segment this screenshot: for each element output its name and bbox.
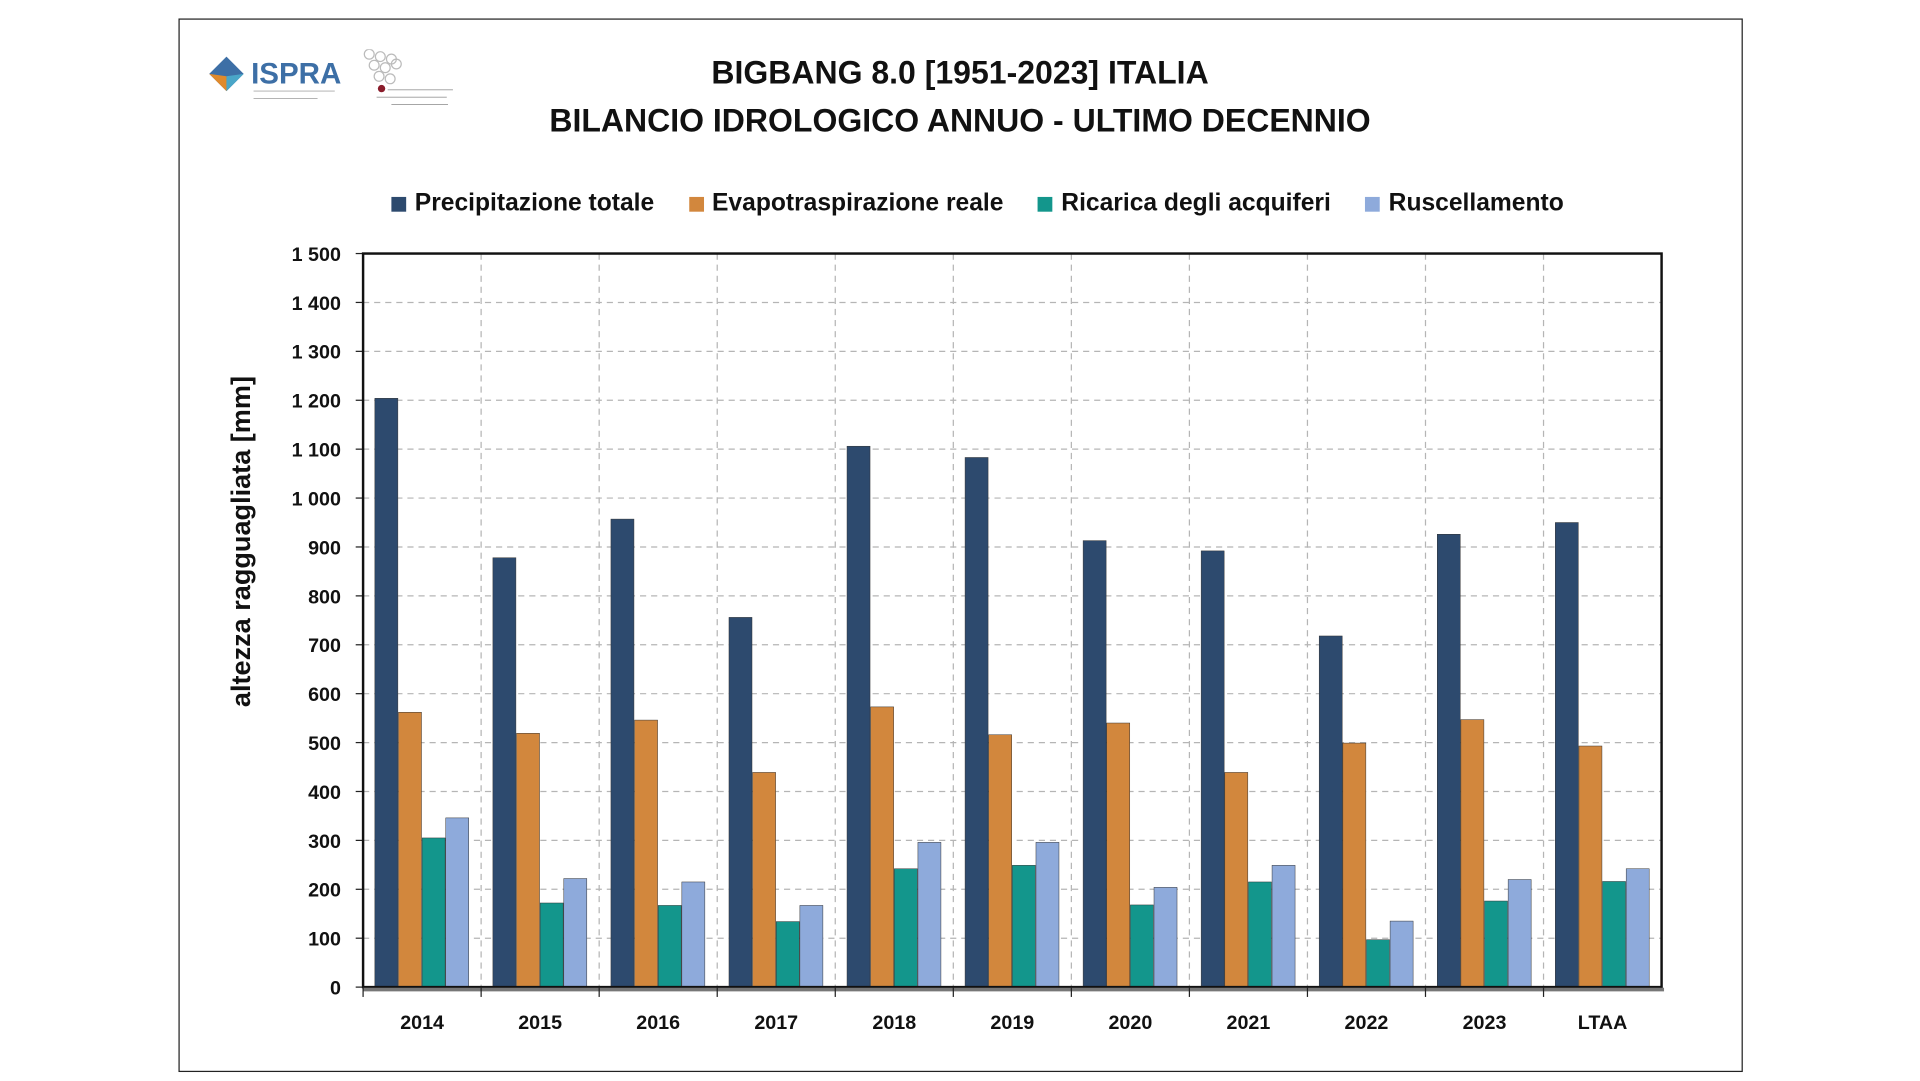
- y-tick-label: 400: [308, 782, 341, 804]
- bar-evapotraspirazione-reale: [398, 712, 422, 988]
- x-tick-label: 2021: [1227, 1012, 1271, 1034]
- x-tick-label: 2017: [754, 1012, 798, 1034]
- x-tick-label: 2022: [1345, 1012, 1389, 1034]
- legend-label: Precipitazione totale: [414, 189, 655, 217]
- bar-ruscellamento: [681, 881, 706, 988]
- x-tick-label: 2020: [1108, 1012, 1152, 1034]
- ispra-logo-text: ISPRA: [251, 58, 341, 91]
- x-tick-label: 2015: [518, 1012, 562, 1034]
- bar-precipitazione-totale: [1555, 522, 1579, 988]
- y-tick-label: 800: [308, 586, 341, 608]
- legend-item: Precipitazione totale: [391, 190, 654, 218]
- bar-precipitazione-totale: [964, 457, 989, 988]
- x-tick-label: 2014: [400, 1012, 444, 1034]
- legend-swatch: [1365, 196, 1381, 212]
- legend-item: Evapotraspirazione reale: [688, 189, 1004, 218]
- bar-evapotraspirazione-reale: [1460, 719, 1485, 988]
- bar-precipitazione-totale: [374, 398, 399, 988]
- y-tick-label: 1 200: [292, 391, 341, 413]
- plot-border: [361, 252, 1663, 989]
- y-tick-label: 900: [308, 537, 341, 559]
- chart-title-line2: BILANCIO IDROLOGICO ANNUO - ULTIMO DECEN…: [549, 102, 1371, 140]
- ispra-logo-icon: ISPRA: [209, 48, 453, 106]
- y-tick-label: 300: [308, 831, 341, 853]
- y-tick-label: 0: [330, 977, 341, 999]
- legend-swatch: [391, 196, 407, 212]
- y-tick-label: 700: [308, 635, 341, 657]
- bar-evapotraspirazione-reale: [1106, 722, 1131, 988]
- bar-evapotraspirazione-reale: [634, 719, 658, 988]
- bar-evapotraspirazione-reale: [752, 772, 776, 988]
- bar-precipitazione-totale: [610, 518, 635, 988]
- y-tick-label: 1 500: [292, 244, 341, 266]
- bar-precipitazione-totale: [1437, 534, 1461, 988]
- bar-evapotraspirazione-reale: [1342, 742, 1367, 988]
- bar-ricarica-degli-acquiferi: [657, 905, 682, 988]
- bar-precipitazione-totale: [1318, 635, 1343, 988]
- y-tick-label: 1 400: [292, 293, 341, 315]
- bar-ricarica-degli-acquiferi: [1130, 904, 1154, 988]
- bar-ricarica-degli-acquiferi: [1602, 881, 1626, 988]
- y-tick-label: 1 100: [292, 440, 341, 462]
- x-tick-label: 2018: [872, 1012, 916, 1034]
- y-tick-label: 200: [308, 880, 341, 902]
- bar-ricarica-degli-acquiferi: [894, 868, 918, 988]
- y-tick-label: 600: [308, 684, 341, 706]
- ispra-logo: ISPRA: [207, 48, 465, 119]
- y-tick-label: 500: [308, 733, 341, 755]
- bar-evapotraspirazione-reale: [988, 734, 1012, 988]
- bar-ricarica-degli-acquiferi: [1366, 939, 1390, 988]
- bar-ruscellamento: [1507, 879, 1532, 988]
- legend-label: Ricarica degli acquiferi: [1061, 189, 1331, 217]
- legend-swatch: [1037, 196, 1053, 212]
- bar-precipitazione-totale: [492, 557, 517, 988]
- legend-label: Ruscellamento: [1388, 189, 1564, 217]
- y-tick-label: 1 000: [292, 488, 341, 510]
- x-tick-label: 2016: [636, 1012, 680, 1034]
- bar-ricarica-degli-acquiferi: [775, 921, 800, 988]
- bar-evapotraspirazione-reale: [870, 706, 894, 988]
- legend-item: Ricarica degli acquiferi: [1037, 189, 1331, 218]
- bar-ruscellamento: [1625, 868, 1650, 988]
- y-tick-label: 1 300: [292, 342, 341, 364]
- x-tick-label: 2019: [990, 1012, 1034, 1034]
- y-tick-label: 100: [308, 929, 341, 951]
- bar-ricarica-degli-acquiferi: [1248, 881, 1272, 988]
- bar-ruscellamento: [1271, 865, 1296, 988]
- x-tick-label: LTAA: [1578, 1012, 1628, 1034]
- bar-ruscellamento: [563, 878, 588, 988]
- bar-ricarica-degli-acquiferi: [1012, 865, 1036, 988]
- bar-precipitazione-totale: [846, 445, 871, 988]
- chart-title-line1: BIGBANG 8.0 [1951-2023] ITALIA: [711, 54, 1209, 92]
- legend-swatch: [688, 196, 704, 212]
- bar-ruscellamento: [1153, 887, 1178, 988]
- bar-evapotraspirazione-reale: [1224, 772, 1249, 988]
- bar-ruscellamento: [917, 842, 942, 988]
- x-tick-label: 2023: [1463, 1012, 1507, 1034]
- bar-evapotraspirazione-reale: [516, 733, 540, 988]
- bar-ricarica-degli-acquiferi: [539, 902, 564, 988]
- legend-label: Evapotraspirazione reale: [712, 189, 1004, 217]
- bar-ruscellamento: [799, 905, 824, 988]
- legend: Precipitazione totale Evapotraspirazione…: [391, 189, 1564, 218]
- bar-ricarica-degli-acquiferi: [421, 837, 446, 988]
- bar-ruscellamento: [1035, 842, 1060, 988]
- bar-ricarica-degli-acquiferi: [1484, 900, 1508, 988]
- bar-precipitazione-totale: [1200, 550, 1225, 988]
- legend-item: Ruscellamento: [1365, 189, 1564, 218]
- bar-evapotraspirazione-reale: [1578, 745, 1603, 988]
- bar-ruscellamento: [445, 817, 470, 988]
- bar-precipitazione-totale: [1082, 540, 1107, 988]
- bar-precipitazione-totale: [728, 617, 753, 988]
- bar-ruscellamento: [1389, 920, 1414, 988]
